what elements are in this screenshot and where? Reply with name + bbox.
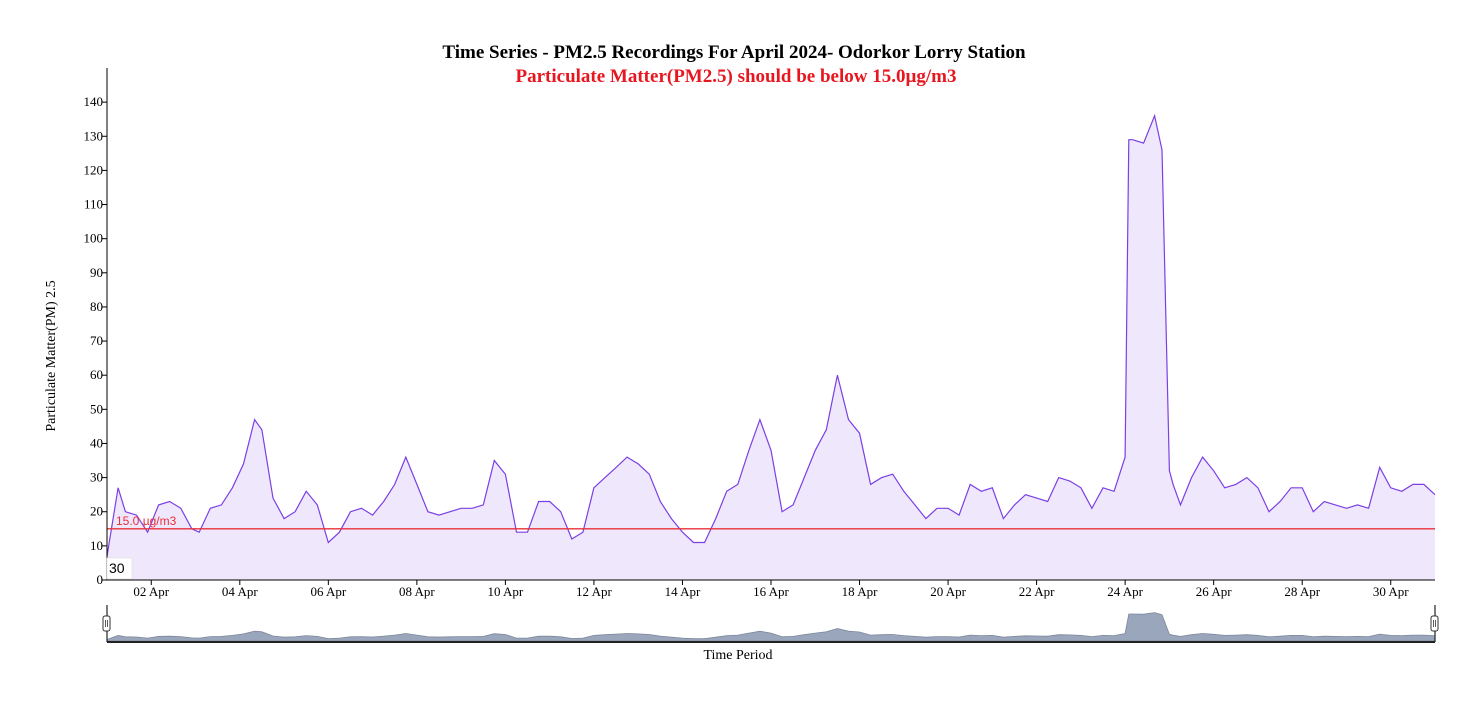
pm25-series-line	[106, 113, 1436, 557]
x-tick-label: 10 Apr	[488, 584, 524, 599]
pm25-area-fill	[107, 115, 1435, 581]
x-axis-title: Time Period	[703, 648, 772, 663]
navigator-area	[106, 612, 1436, 642]
x-tick-label: 22 Apr	[1019, 584, 1055, 599]
y-tick-label: 0	[97, 572, 104, 587]
y-axis-title: Particulate Matter(PM) 2.5	[44, 280, 59, 431]
x-tick-label: 16 Apr	[753, 584, 789, 599]
y-tick-label: 100	[84, 231, 104, 246]
plot-area: 15.0 µg/m3	[106, 113, 1436, 581]
range-navigator[interactable]	[102, 605, 1439, 643]
y-tick-label: 40	[90, 435, 103, 450]
y-tick-label: 110	[84, 197, 103, 212]
x-tick-label: 30 Apr	[1373, 584, 1409, 599]
y-tick-label: 30	[90, 470, 103, 485]
chart-title: Time Series - PM2.5 Recordings For April…	[442, 42, 1026, 63]
y-tick-label: 60	[90, 367, 103, 382]
x-axis: 02 Apr 04 Apr 06 Apr 08 Apr 10 Apr 12 Apr 14 A…	[107, 579, 1435, 599]
y-tick-label: 50	[90, 401, 103, 416]
y-tick-label: 90	[90, 265, 103, 280]
y-axis: 0 10 20 30 40 50 60 70 80 90 100 110 120 130 140	[84, 68, 108, 587]
x-tick-label: 24 Apr	[1107, 584, 1143, 599]
threshold-label: 15.0 µg/m3	[116, 514, 177, 528]
y-tick-label: 10	[90, 538, 103, 553]
y-tick-label: 120	[84, 162, 104, 177]
chart-subtitle: Particulate Matter(PM2.5) should be belo…	[515, 66, 956, 87]
x-tick-label: 02 Apr	[133, 584, 169, 599]
x-tick-label: 14 Apr	[665, 584, 701, 599]
x-tick-label: 28 Apr	[1284, 584, 1320, 599]
corner-box	[106, 557, 133, 580]
y-tick-label: 140	[84, 94, 104, 109]
x-tick-label: 04 Apr	[222, 584, 258, 599]
x-tick-label: 06 Apr	[310, 584, 346, 599]
x-tick-label: 18 Apr	[842, 584, 878, 599]
y-tick-label: 70	[90, 333, 103, 348]
x-tick-label: 20 Apr	[930, 584, 966, 599]
y-tick-label: 130	[84, 128, 104, 143]
x-tick-label: 08 Apr	[399, 584, 435, 599]
navigator-right-handle[interactable]	[1430, 615, 1439, 632]
x-tick-label: 26 Apr	[1196, 584, 1232, 599]
x-tick-label: 12 Apr	[576, 584, 612, 599]
navigator-left-handle[interactable]	[102, 615, 111, 632]
corner-label: 30	[109, 560, 125, 576]
y-tick-label: 20	[90, 504, 103, 519]
y-tick-label: 80	[90, 299, 103, 314]
